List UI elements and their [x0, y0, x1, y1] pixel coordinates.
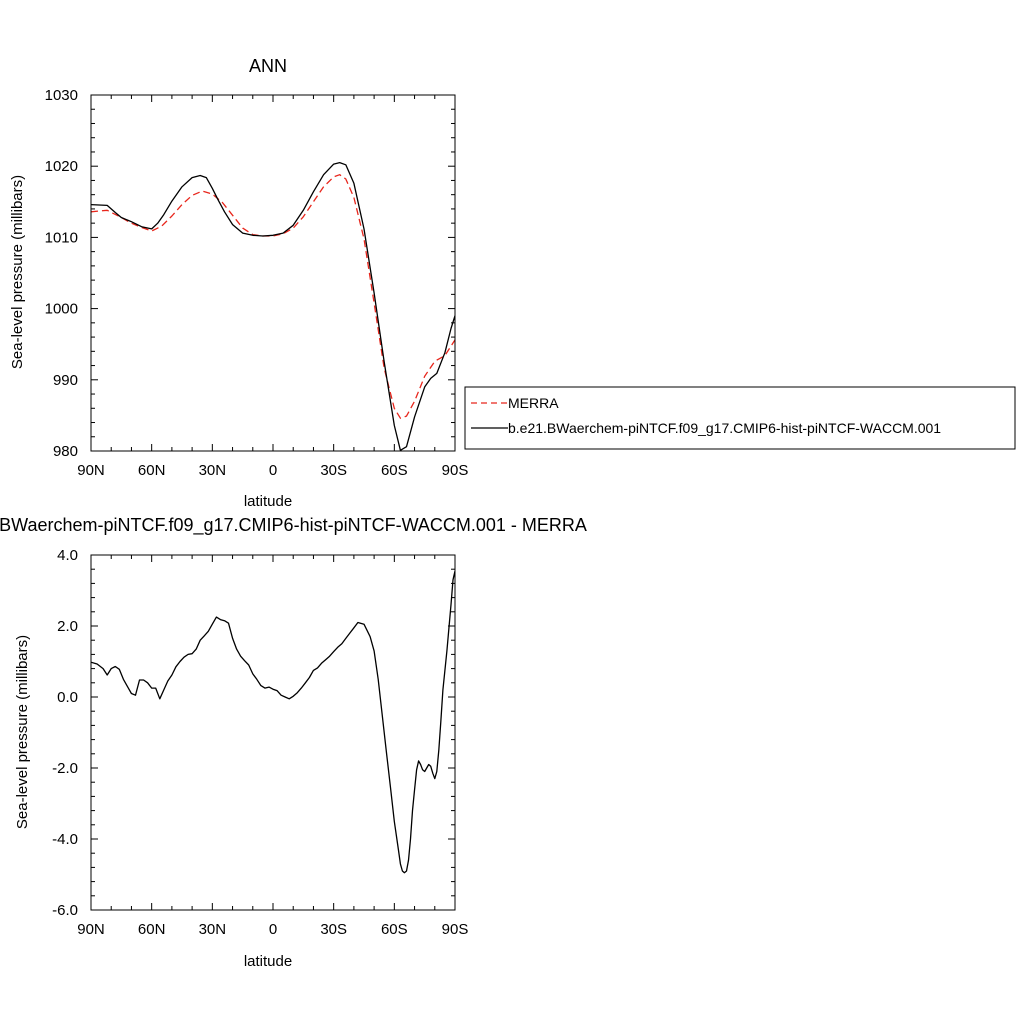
x-tick-label: 90N: [77, 921, 105, 938]
x-tick-label: 90S: [442, 921, 469, 938]
y-axis-label: Sea-level pressure (millibars): [9, 175, 26, 369]
legend: MERRA b.e21.BWaerchem-piNTCF.f09_g17.CMI…: [464, 386, 1016, 450]
y-tick-label: -2.0: [52, 760, 78, 777]
plot-frame: [90, 94, 456, 452]
series-line-1: [91, 161, 455, 451]
x-axis-label: latitude: [244, 493, 292, 510]
plot-frame-difference: [90, 554, 456, 911]
legend-label-model: b.e21.BWaerchem-piNTCF.f09_g17.CMIP6-his…: [508, 420, 941, 436]
x-tick-label: 90N: [77, 462, 105, 479]
y-axis-label-difference: Sea-level pressure (millibars): [14, 635, 31, 829]
x-tick-label: 30N: [199, 462, 227, 479]
sea-level-pressure-panel: ANN 980 990 1000 1010 1020 1030 90N 60N 30N 0 30S…: [9, 56, 1016, 510]
y-tick-label: 1020: [45, 158, 78, 175]
x-tick-label: 30S: [320, 462, 347, 479]
x-tick-label: 0: [269, 462, 277, 479]
series-line-0: [91, 570, 455, 874]
x-tick-label: 90S: [442, 462, 469, 479]
y-tick-label: 990: [53, 372, 78, 389]
difference-panel: b.e21.BWaerchem-piNTCF.f09_g17.CMIP6-his…: [0, 515, 587, 970]
x-tick-label: 30S: [320, 921, 347, 938]
legend-frame: [464, 386, 1016, 450]
y-tick-label: 1000: [45, 301, 78, 318]
x-tick-label: 0: [269, 921, 277, 938]
y-tick-label: 2.0: [57, 618, 78, 635]
x-tick-label: 30N: [199, 921, 227, 938]
y-tick-label: 4.0: [57, 547, 78, 564]
y-tick-label: 0.0: [57, 689, 78, 706]
x-tick-label: 60S: [381, 921, 408, 938]
legend-label-merra: MERRA: [508, 395, 559, 411]
series-line-0: [91, 174, 455, 419]
x-tick-label: 60N: [138, 462, 166, 479]
chart-title: ANN: [249, 56, 287, 76]
x-axis-label-difference: latitude: [244, 953, 292, 970]
y-tick-label: -4.0: [52, 831, 78, 848]
x-tick-label: 60N: [138, 921, 166, 938]
chart-title-difference: b.e21.BWaerchem-piNTCF.f09_g17.CMIP6-his…: [0, 515, 587, 536]
y-tick-label: 980: [53, 443, 78, 460]
y-tick-label: -6.0: [52, 902, 78, 919]
y-tick-label: 1030: [45, 87, 78, 104]
y-tick-label: 1010: [45, 229, 78, 246]
x-tick-label: 60S: [381, 462, 408, 479]
